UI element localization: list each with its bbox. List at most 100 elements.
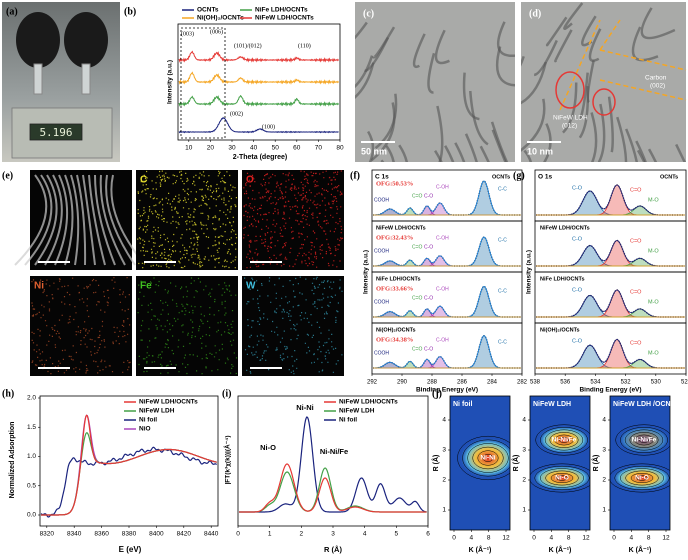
nanotube: [563, 2, 584, 30]
fiber: [44, 174, 63, 266]
annotation: (006): [210, 28, 223, 35]
legend-label: OCNTs: [197, 7, 219, 14]
nanotube: [647, 148, 658, 162]
element-signal: [137, 170, 238, 269]
x-tick-label: 538: [530, 380, 541, 386]
x-tick-label: 530: [651, 380, 662, 386]
annotation: Ni-O: [555, 475, 569, 482]
nanotube: [562, 82, 578, 134]
x-tick-label: 70: [315, 145, 323, 152]
annotation: (002): [650, 83, 665, 90]
plot-frame: [39, 395, 219, 527]
envelope: [373, 335, 521, 369]
peak-label: C-C: [498, 186, 507, 192]
sample-label: Ni(OH)₂/OCNTs: [376, 327, 416, 333]
wavelet-bg: [610, 396, 670, 530]
peak-label: C-C: [498, 339, 507, 345]
peak-label: C=O: [630, 289, 642, 295]
legend-label: NiO: [139, 426, 151, 433]
nanotube: [590, 112, 598, 162]
nanotube: [385, 145, 395, 162]
scale-label: 10 nm: [527, 146, 553, 156]
nanotube: [469, 90, 489, 146]
contour: [472, 446, 504, 470]
nanotube: [495, 46, 515, 87]
xanes-curve: [41, 414, 217, 516]
x-tick-label: 8400: [149, 531, 164, 538]
y-tick-label: 4: [522, 417, 526, 424]
ofg-label: OFG:34.38%: [376, 336, 413, 343]
envelope: [373, 286, 521, 318]
nanotube: [412, 33, 426, 69]
annotation: Ni-Ni/Fe: [552, 437, 577, 444]
contour: [462, 439, 510, 477]
x-tick-label: 12: [502, 535, 510, 542]
nanotube: [434, 149, 443, 162]
x-tick-label: 284: [487, 380, 498, 386]
element-label: Fe: [140, 281, 152, 292]
nanotube: [588, 28, 602, 62]
annotation: Ni-O: [635, 475, 649, 482]
annotation: Carbon: [645, 75, 667, 82]
ft-curve: [239, 467, 427, 513]
panel-label: (g): [513, 170, 525, 181]
y-axis-label: |FT(k³χ(k))|(Å⁻⁴): [223, 435, 232, 484]
x-tick-label: 0: [236, 531, 240, 538]
x-tick-label: 8420: [177, 531, 192, 538]
x-tick-label: 2: [300, 531, 304, 538]
nanotube: [427, 52, 436, 94]
y-tick-label: 3: [522, 447, 526, 454]
annotation: Ni-Ni/Fe: [632, 437, 657, 444]
legend-label: NiFeW LDH: [139, 408, 175, 415]
nanotube: [533, 39, 558, 77]
nanotube: [523, 149, 533, 162]
peak-label: C-O: [572, 185, 583, 191]
x-tick-label: 8: [487, 535, 491, 542]
x-tick-label: 4: [470, 535, 474, 542]
highlight: [592, 88, 616, 116]
contour: [619, 468, 665, 488]
nanotube: [554, 29, 573, 63]
peak-label: C-O: [572, 287, 583, 293]
nanotube: [521, 61, 547, 105]
peak-label: COOH: [374, 350, 389, 356]
peak-label: C-O: [424, 346, 433, 352]
annotation: (003): [181, 30, 194, 37]
y-tick-label: 1: [442, 507, 446, 514]
nanotube: [543, 123, 552, 162]
contour: [629, 432, 659, 448]
y-axis-label: Normalized Adsorption: [9, 422, 16, 499]
y-tick-label: 1: [602, 507, 606, 514]
nanotube: [454, 142, 466, 162]
nanotube: [434, 29, 450, 65]
wavelet-spot: [618, 426, 670, 454]
peak-label: COOH: [374, 248, 389, 254]
x-tick-label: 288: [427, 380, 438, 386]
subplot-frame: [534, 322, 687, 375]
x-tick-label: 536: [560, 380, 571, 386]
panel-label: (h): [2, 388, 14, 399]
ft-curve: [239, 463, 427, 513]
contour: [615, 424, 670, 456]
plot-frame: [529, 395, 591, 531]
panel-label: (j): [432, 388, 442, 399]
ft-curve: [239, 416, 427, 513]
peak-fill: [536, 289, 685, 318]
contour: [544, 429, 584, 451]
y-tick-label: 0.5: [27, 482, 36, 489]
ofg-label: OFG:50.53%: [376, 180, 413, 187]
contour: [559, 437, 569, 443]
y-tick-label: 4: [602, 417, 606, 424]
nanotube: [640, 7, 676, 40]
annotation: (012): [562, 123, 577, 130]
fiber: [64, 174, 74, 266]
x-tick-label: 80: [336, 145, 344, 152]
panel-title: NiFeW LDH: [533, 401, 571, 408]
sample-label: OCNTs: [660, 174, 678, 180]
element-signal: [244, 276, 343, 375]
contour: [634, 434, 654, 446]
y-tick-label: 2.0: [27, 395, 36, 402]
sample-label: Ni(OH)₂/OCNTs: [540, 327, 580, 333]
contour: [530, 463, 590, 493]
nanotube: [436, 105, 444, 162]
